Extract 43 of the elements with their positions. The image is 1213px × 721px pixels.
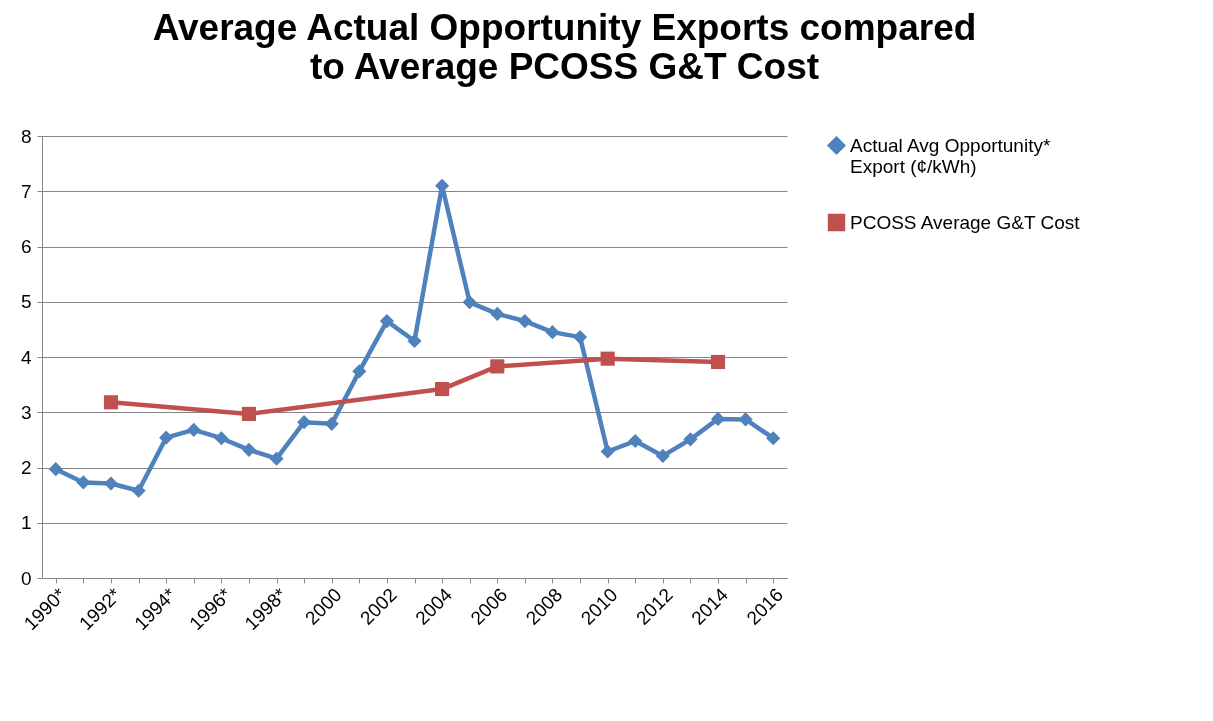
- point: [766, 431, 781, 446]
- point: [545, 325, 560, 340]
- point: [683, 432, 698, 447]
- y-tick-label: 7: [20, 180, 32, 202]
- point: [186, 422, 201, 437]
- point: [159, 430, 174, 445]
- point: [241, 406, 257, 421]
- point: [435, 381, 450, 397]
- point: [710, 354, 726, 370]
- y-tick-label: 4: [20, 346, 32, 368]
- point: [628, 433, 643, 449]
- y-tick-label: 1: [20, 512, 32, 534]
- point: [490, 359, 505, 374]
- point: [655, 448, 670, 463]
- y-tick-label: 5: [20, 291, 32, 313]
- point: [76, 475, 91, 490]
- point: [600, 444, 615, 459]
- legend-label: PCOSS Average G&T Cost: [850, 211, 1081, 233]
- point: [103, 476, 119, 491]
- point: [407, 333, 422, 349]
- point: [269, 451, 284, 466]
- y-tick-label: 6: [20, 236, 32, 257]
- point: [490, 306, 505, 321]
- point: [600, 351, 615, 366]
- y-tick-label: 8: [20, 125, 32, 147]
- point: [379, 314, 394, 329]
- point: [241, 442, 257, 457]
- y-tick-label: 2: [20, 457, 32, 478]
- point: [572, 330, 588, 345]
- point: [131, 483, 146, 498]
- point: [297, 415, 312, 430]
- point: [352, 364, 367, 379]
- point: [738, 412, 753, 427]
- legend-label: Actual Avg Opportunity* Export (¢/kWh): [850, 134, 1051, 177]
- y-tick-label: 3: [20, 401, 32, 423]
- point: [214, 431, 229, 446]
- point: [103, 395, 119, 410]
- point: [48, 462, 63, 477]
- point: [462, 295, 477, 310]
- point: [324, 416, 339, 431]
- y-tick-label: 0: [20, 567, 32, 589]
- chart-title: Average Actual Opportunity Exports compared to Average PCOSS G&T Cost: [152, 7, 977, 87]
- point: [517, 314, 532, 329]
